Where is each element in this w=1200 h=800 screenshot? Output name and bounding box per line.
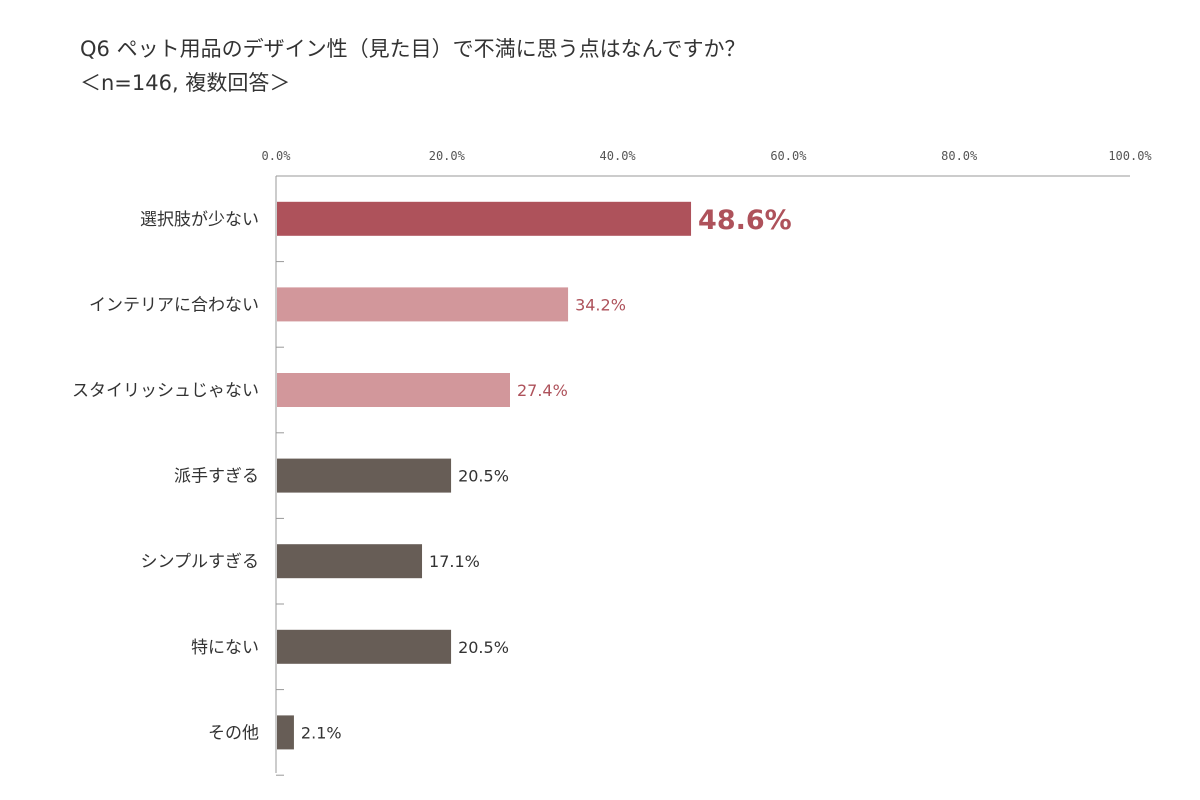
category-label: シンプルすぎる (141, 552, 260, 572)
category-label: 選択肢が少ない (140, 210, 259, 230)
chart-title: Q6 ペット用品のデザイン性（見た目）で不満に思う点はなんですか？ (80, 37, 746, 61)
x-tick-label: 0.0% (262, 149, 292, 163)
category-label: スタイリッシュじゃない (72, 381, 259, 401)
bar (277, 287, 569, 322)
category-label: その他 (208, 723, 259, 743)
bar (277, 629, 452, 664)
x-tick-label: 80.0% (941, 149, 978, 163)
category-label: インテリアに合わない (89, 295, 259, 315)
axis-layer: 0.0% 20.0% 40.0% 60.0% 80.0% 100.0% (262, 149, 1152, 776)
bars-layer (277, 201, 692, 750)
x-tick-label: 20.0% (429, 149, 466, 163)
value-label: 48.6% (698, 205, 792, 236)
category-label: 特にない (191, 638, 259, 658)
value-label: 20.5% (458, 467, 509, 486)
value-label: 2.1% (301, 723, 342, 742)
value-label: 34.2% (575, 295, 626, 314)
value-label: 17.1% (429, 552, 480, 571)
labels-layer: 選択肢が少ない 48.6% インテリアに合わない 34.2% スタイリッシュじゃない 27… (72, 205, 792, 744)
category-label: 派手すぎる (174, 467, 259, 487)
x-tick-label: 40.0% (600, 149, 637, 163)
bar (277, 715, 294, 750)
chart-subtitle: ＜n=146, 複数回答＞ (80, 71, 291, 95)
bar (277, 544, 423, 579)
x-tick-label: 100.0% (1108, 149, 1152, 163)
x-tick-label: 60.0% (770, 149, 807, 163)
bar (277, 458, 452, 493)
bar (277, 373, 510, 407)
value-label: 20.5% (458, 638, 509, 657)
value-label: 27.4% (517, 381, 568, 400)
chart-header: Q6 ペット用品のデザイン性（見た目）で不満に思う点はなんですか？ ＜n=146… (80, 32, 746, 100)
bar (277, 201, 692, 236)
